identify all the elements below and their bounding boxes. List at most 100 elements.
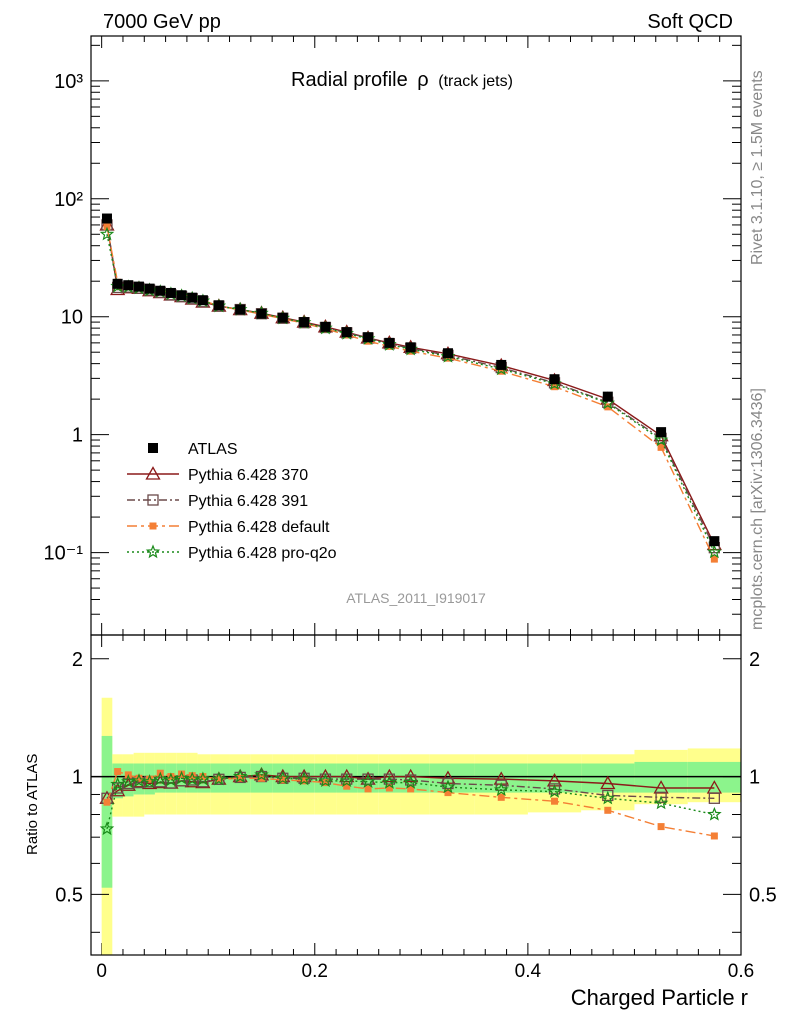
point-pythia-6-428-default (710, 555, 718, 563)
point-atlas (133, 281, 144, 292)
ratio-point-pythia-6-428-default (657, 823, 665, 831)
legend-entry-pythia-6-428-370: Pythia 6.428 370 (127, 466, 308, 484)
ratio-band-inner (101, 735, 113, 888)
point-atlas (299, 317, 310, 328)
legend: ATLAS Pythia 6.428 370 Pythia 6.428 391 Pyt… (127, 441, 337, 562)
series-atlas (101, 213, 720, 547)
ratio-point-pythia-6-428-default (199, 773, 207, 781)
legend-marker-pythia-6-428-default (149, 522, 157, 530)
point-atlas (112, 278, 123, 289)
y-tick-label: 1 (72, 425, 83, 447)
ratio-point-pythia-6-428-default (188, 772, 196, 780)
energy-label: 7000 GeV pp (103, 11, 221, 33)
point-pythia-6-428-pro-q2o (707, 544, 722, 559)
chart-title-symbol: ρ (417, 69, 428, 91)
y-tick-label: 10³ (54, 71, 83, 93)
legend-label-atlas: ATLAS (188, 441, 238, 458)
legend-entry-pythia-6-428-default: Pythia 6.428 default (127, 519, 330, 536)
ratio-point-pythia-6-428-default (279, 776, 287, 784)
point-atlas (187, 292, 198, 303)
ratio-point-pythia-6-428-pro-q2o (254, 767, 269, 782)
ratio-tick-label: 0.5 (749, 884, 777, 906)
ratio-point-pythia-6-428-default (604, 806, 612, 814)
series-pythia-6-428-default (103, 223, 718, 563)
ratio-line-pythia-6-428-pro-q2o (106, 774, 715, 830)
rivet-label: Rivet 3.1.10, ≥ 1.5M events (749, 70, 766, 265)
ratio-point-pythia-6-428-pro-q2o (493, 782, 509, 797)
point-atlas (256, 308, 267, 319)
ratio-point-pythia-6-428-pro-q2o (275, 770, 291, 785)
chart-title: Radial profile ρ (track jets) (291, 69, 513, 91)
ratio-tick-label: 2 (749, 649, 760, 671)
y-tick-label: 10² (54, 189, 83, 211)
ratio-series-pythia-6-428-default (103, 768, 718, 840)
ratio-tick-label: 1 (72, 767, 83, 789)
main-panel: 10⁻¹ 1 10 10² 10³ (44, 35, 742, 955)
ratio-point-pythia-6-428-370 (110, 782, 126, 797)
point-atlas (442, 348, 453, 359)
ratio-line-pythia-6-428-370 (106, 774, 715, 799)
ratio-point-pythia-6-428-default (497, 793, 505, 801)
point-pythia-6-428-default (604, 403, 612, 411)
ratio-point-pythia-6-428-pro-q2o (163, 772, 179, 787)
ratio-point-pythia-6-428-370 (403, 768, 419, 783)
ratio-point-pythia-6-428-pro-q2o (195, 771, 211, 786)
legend-label-pythia-6-428-pro-q2o: Pythia 6.428 pro-q2o (188, 545, 337, 562)
x-tick-label: 0.6 (728, 961, 754, 982)
ratio-point-pythia-6-428-370 (141, 775, 158, 790)
category-label: Soft QCD (647, 11, 733, 33)
ratio-point-pythia-6-428-391 (442, 777, 454, 790)
x-tick-label: 0.4 (515, 961, 542, 982)
ratio-point-pythia-6-428-pro-q2o (296, 771, 312, 786)
legend-marker-pythia-6-428-391 (147, 494, 159, 506)
legend-entry-atlas: ATLAS (148, 441, 238, 458)
ratio-point-pythia-6-428-391 (234, 771, 246, 784)
ratio-tick-label: 0.5 (55, 884, 83, 906)
ratio-point-pythia-6-428-pro-q2o (339, 773, 354, 788)
ratio-point-pythia-6-428-pro-q2o (547, 784, 562, 798)
ratio-band-inner (314, 763, 337, 793)
point-atlas (341, 327, 352, 338)
ratio-point-pythia-6-428-default (343, 782, 351, 790)
series-line-pythia-6-428-pro-q2o (106, 234, 715, 553)
ratio-frame (90, 634, 742, 956)
point-atlas (235, 304, 246, 315)
ratio-point-pythia-6-428-pro-q2o (211, 771, 227, 786)
point-atlas (602, 391, 613, 402)
ratio-point-pythia-6-428-pro-q2o (131, 773, 147, 788)
point-atlas (549, 374, 560, 385)
legend-entry-pythia-6-428-pro-q2o: Pythia 6.428 pro-q2o (127, 544, 337, 562)
ratio-point-pythia-6-428-391 (708, 792, 721, 804)
ratio-point-pythia-6-428-pro-q2o (382, 774, 397, 789)
ratio-point-pythia-6-428-pro-q2o (110, 776, 125, 791)
ratio-band-inner (357, 763, 379, 793)
legend-label-pythia-6-428-391: Pythia 6.428 391 (188, 493, 308, 510)
ratio-band-inner (154, 763, 166, 793)
ratio-point-pythia-6-428-pro-q2o (653, 795, 669, 810)
ratio-point-pythia-6-428-pro-q2o (153, 771, 168, 786)
ratio-point-pythia-6-428-default (135, 774, 143, 782)
point-pythia-6-428-default (657, 443, 665, 451)
point-atlas (363, 332, 374, 343)
chart-title-main: Radial profile (291, 69, 408, 91)
point-atlas (155, 285, 166, 296)
ratio-point-pythia-6-428-default (444, 789, 452, 797)
x-tick-label: 0 (96, 961, 107, 982)
ratio-point-pythia-6-428-default (300, 777, 308, 785)
legend-entry-pythia-6-428-391: Pythia 6.428 391 (127, 493, 308, 510)
ratio-tick-label: 1 (749, 767, 760, 789)
point-pythia-6-428-default (103, 223, 111, 231)
y-tick-label: 10 (61, 307, 83, 329)
ratio-point-pythia-6-428-default (178, 770, 186, 778)
ratio-point-pythia-6-428-pro-q2o (600, 790, 616, 805)
ratio-band-inner (112, 763, 123, 799)
point-atlas (277, 312, 288, 323)
ratio-point-pythia-6-428-391 (655, 791, 667, 803)
legend-marker-pythia-6-428-pro-q2o (145, 544, 161, 559)
ratio-point-pythia-6-428-pro-q2o (360, 774, 376, 788)
ratio-point-pythia-6-428-391 (383, 773, 396, 785)
ratio-point-pythia-6-428-370 (381, 768, 397, 783)
legend-marker-atlas (148, 443, 158, 453)
ratio-point-pythia-6-428-pro-q2o (318, 773, 333, 788)
ratio-point-pythia-6-428-default (257, 774, 265, 782)
